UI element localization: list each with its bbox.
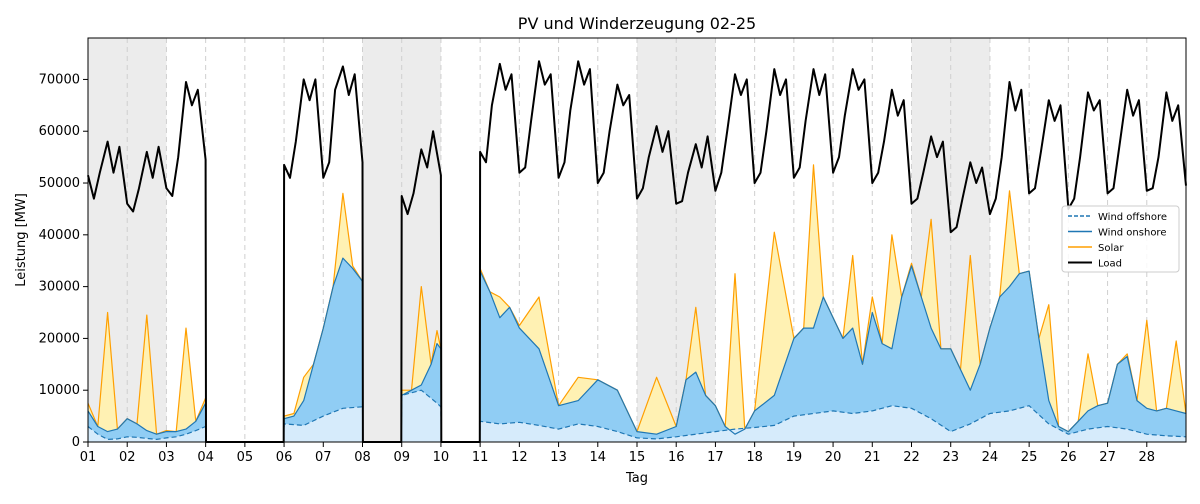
y-axis-ticks: 0 10000 20000 30000 40000 50000 60000 70000 [39, 72, 88, 450]
legend-box [1061, 205, 1180, 273]
y-tick-label: 60000 [39, 124, 80, 139]
legend-label: Solar [1098, 243, 1124, 254]
y-tick-label: 30000 [39, 280, 80, 295]
legend: Wind offshore Wind onshore Solar Load [1061, 205, 1180, 273]
x-tick-label: 12 [511, 450, 528, 465]
x-tick-label: 27 [1099, 450, 1116, 465]
x-tick-label: 11 [472, 450, 489, 465]
x-tick-label: 25 [1021, 450, 1038, 465]
x-tick-label: 17 [707, 450, 724, 465]
legend-label: Load [1098, 259, 1122, 270]
legend-items: Wind offshore Wind onshore Solar Load [1068, 212, 1167, 270]
x-tick-label: 02 [119, 450, 136, 465]
series-line [87, 60, 1187, 443]
x-tick-label: 06 [276, 450, 293, 465]
x-tick-label: 22 [903, 450, 920, 465]
y-tick-label: 70000 [39, 72, 80, 87]
x-tick-label: 07 [315, 450, 332, 465]
x-tick-label: 26 [1060, 450, 1077, 465]
legend-label: Wind onshore [1098, 228, 1166, 239]
x-tick-label: 05 [237, 450, 254, 465]
x-tick-label: 16 [668, 450, 685, 465]
chart-title: PV und Winderzeugung 02-25 [518, 14, 756, 33]
y-axis-label: Leistung [MW] [14, 193, 29, 287]
x-axis-label: Tag [625, 471, 648, 486]
y-tick-label: 20000 [39, 331, 80, 346]
x-tick-label: 04 [197, 450, 214, 465]
y-tick-label: 50000 [39, 176, 80, 191]
y-tick-label: 10000 [39, 383, 80, 398]
x-tick-label: 18 [746, 450, 763, 465]
x-tick-label: 14 [590, 450, 607, 465]
y-tick-label: 0 [72, 435, 80, 450]
y-tick-label: 40000 [39, 228, 80, 243]
series-lines [87, 60, 1187, 443]
x-tick-label: 19 [786, 450, 803, 465]
x-tick-label: 13 [550, 450, 567, 465]
x-tick-label: 20 [825, 450, 842, 465]
legend-label: Wind offshore [1098, 212, 1167, 223]
x-axis-ticks: 01 02 03 04 05 06 07 08 09 10 11 12 13 14 15 16 17 18 19 20… [80, 442, 1155, 465]
x-tick-label: 08 [354, 450, 371, 465]
series-line [87, 389, 1187, 443]
x-tick-label: 03 [158, 450, 175, 465]
x-tick-label: 09 [393, 450, 410, 465]
x-tick-label: 10 [433, 450, 450, 465]
x-tick-label: 23 [942, 450, 959, 465]
x-tick-label: 15 [629, 450, 646, 465]
x-tick-label: 24 [982, 450, 999, 465]
x-tick-label: 01 [80, 450, 97, 465]
x-tick-label: 28 [1139, 450, 1156, 465]
x-tick-label: 21 [864, 450, 881, 465]
series-line [87, 257, 1187, 443]
